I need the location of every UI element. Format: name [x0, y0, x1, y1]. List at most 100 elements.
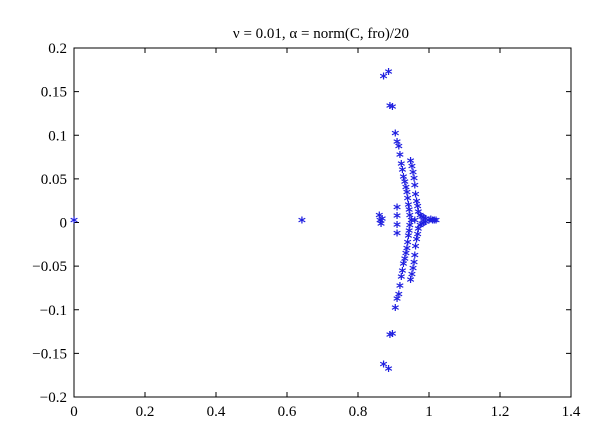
data-point: * — [405, 224, 413, 242]
data-point: * — [410, 255, 418, 273]
data-point: * — [401, 252, 409, 270]
data-point: * — [393, 200, 401, 218]
data-point: * — [393, 218, 401, 236]
data-point: * — [406, 219, 414, 237]
data-point: * — [416, 219, 424, 237]
data-point: * — [432, 214, 440, 232]
data-point: * — [420, 216, 428, 234]
data-point: * — [414, 227, 422, 245]
data-point: * — [400, 257, 408, 275]
data-point: * — [420, 211, 428, 229]
data-point: * — [408, 268, 416, 286]
data-point: * — [377, 217, 385, 235]
x-tick-label: 0.2 — [136, 404, 155, 420]
data-point: * — [402, 180, 410, 198]
data-point: * — [404, 229, 412, 247]
data-point: * — [380, 70, 388, 88]
x-axis-tick-labels: 0 0.2 0.4 0.6 0.8 1 1.2 1.4 — [70, 404, 581, 420]
data-point: * — [408, 159, 416, 177]
data-point: * — [404, 192, 412, 210]
data-point: * — [407, 154, 415, 172]
data-point: * — [393, 135, 401, 153]
data-point: * — [410, 172, 418, 190]
y-axis-tick-labels: 0.2 0.15 0.1 0.05 0 −0.05 −0.1 −0.15 −0.2 — [32, 41, 67, 406]
data-point: * — [298, 214, 306, 232]
data-point: * — [396, 148, 404, 166]
data-point: * — [427, 213, 435, 231]
data-point: * — [70, 214, 78, 232]
data-point: * — [429, 214, 437, 232]
data-point: * — [404, 235, 412, 253]
data-point: * — [430, 214, 438, 232]
x-tick-label: 0.4 — [207, 404, 226, 420]
data-point: * — [397, 157, 405, 175]
data-point: * — [406, 208, 414, 226]
y-tick-label: −0.15 — [32, 346, 67, 362]
y-tick-label: 0.1 — [48, 128, 67, 144]
data-point: * — [389, 100, 397, 118]
data-point: * — [414, 200, 422, 218]
data-point: * — [412, 187, 420, 205]
data-point: * — [386, 99, 394, 117]
x-tick-label: 0.6 — [278, 404, 297, 420]
plot-area — [73, 47, 572, 398]
data-point: * — [411, 214, 419, 232]
data-point: * — [407, 214, 415, 232]
data-point: * — [402, 247, 410, 265]
data-point: * — [376, 214, 384, 232]
data-point: * — [413, 194, 421, 212]
y-tick-label: 0.2 — [48, 41, 67, 57]
data-point: * — [398, 264, 406, 282]
y-tick-label: 0 — [60, 216, 68, 232]
x-tick-label: 1.2 — [491, 404, 510, 420]
data-point: * — [414, 222, 422, 240]
data-point: * — [378, 212, 386, 230]
x-tick-label: 0 — [70, 404, 78, 420]
data-point: * — [404, 198, 412, 216]
data-point: * — [391, 126, 399, 144]
data-point: * — [422, 212, 430, 230]
data-point: * — [385, 362, 393, 380]
data-point: * — [425, 214, 433, 232]
data-point: * — [393, 209, 401, 227]
y-tick-label: −0.1 — [40, 303, 67, 319]
data-point: * — [411, 248, 419, 266]
data-point: * — [413, 233, 421, 251]
data-point: * — [405, 203, 413, 221]
data-point: * — [418, 217, 426, 235]
data-point: * — [385, 65, 393, 83]
y-tick-label: −0.05 — [32, 259, 67, 275]
data-points: * * **************************************… — [70, 65, 440, 380]
data-point: * — [396, 279, 404, 297]
data-point: * — [380, 357, 388, 375]
data-point: * — [414, 205, 422, 223]
data-point: * — [393, 292, 401, 310]
data-point: * — [397, 270, 405, 288]
data-point: * — [407, 273, 415, 291]
data-point: * — [400, 170, 408, 188]
data-point: * — [418, 210, 426, 228]
data-point: * — [398, 163, 406, 181]
chart-title: ν = 0.01, α = norm(C, fro)/20 — [233, 26, 409, 42]
data-point: * — [403, 186, 411, 204]
data-point: * — [416, 208, 424, 226]
data-point: * — [411, 179, 419, 197]
x-tick-label: 1.4 — [562, 404, 581, 420]
data-point: * — [395, 288, 403, 306]
data-point: * — [422, 215, 430, 233]
data-point: * — [409, 166, 417, 184]
axis-ticks — [73, 47, 572, 398]
data-point: * — [391, 301, 399, 319]
x-tick-label: 0.8 — [349, 404, 368, 420]
data-point: * — [389, 327, 397, 345]
data-point: * — [412, 240, 420, 258]
data-point: * — [403, 241, 411, 259]
data-point: * — [393, 227, 401, 245]
data-point: * — [375, 208, 383, 226]
x-tick-label: 1 — [425, 404, 433, 420]
data-point: * — [409, 261, 417, 279]
data-point: * — [395, 139, 403, 157]
data-point: * — [401, 175, 409, 193]
data-point: * — [386, 328, 394, 346]
